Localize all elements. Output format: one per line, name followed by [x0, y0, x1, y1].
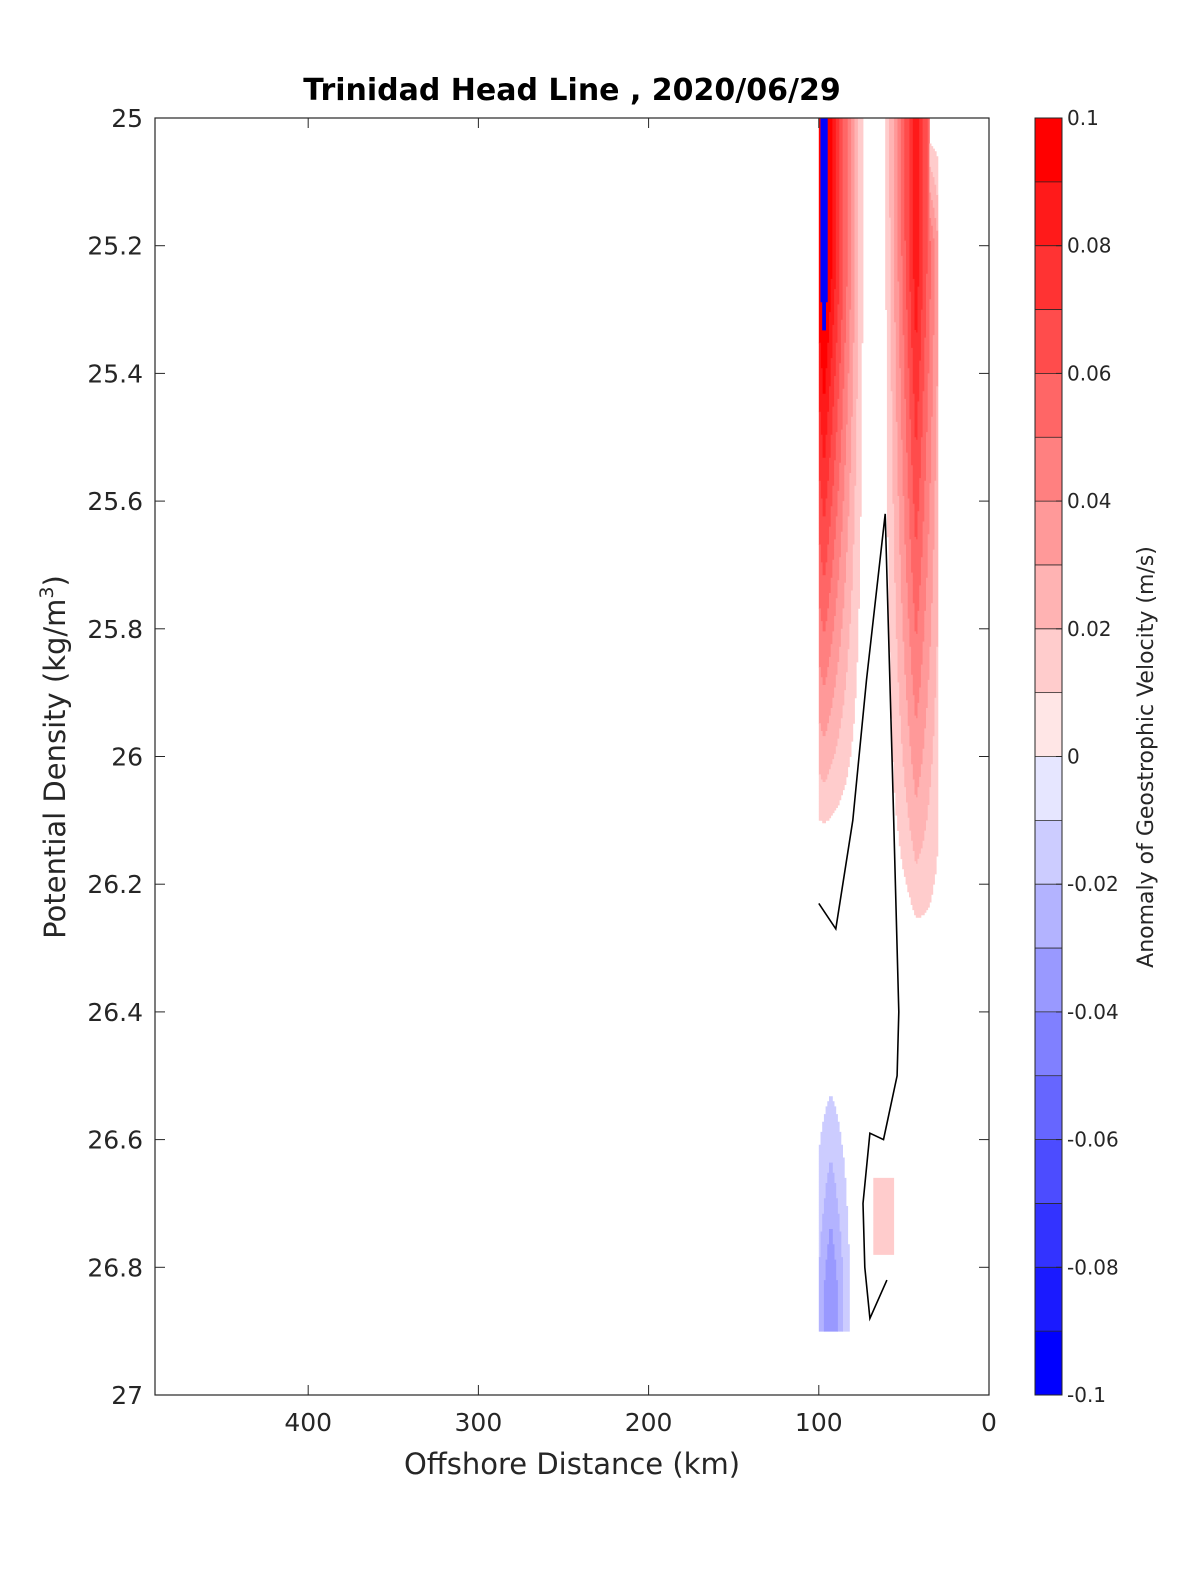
colorbar-segment	[1035, 309, 1062, 374]
colorbar-segment	[1035, 692, 1062, 757]
y-tick-label: 26.8	[87, 1253, 143, 1282]
colorbar-segment	[1035, 181, 1062, 247]
colorbar-segment	[1035, 1203, 1062, 1268]
x-tick-label: 400	[284, 1408, 332, 1437]
y-tick-label: 25.8	[87, 615, 143, 644]
colorbar-tick-label: 0.08	[1067, 234, 1112, 258]
colorbar-segment	[1035, 564, 1062, 630]
contour-band	[818, 118, 939, 865]
colorbar-tick-label: 0.04	[1067, 489, 1112, 513]
y-tick-label: 26	[111, 743, 143, 772]
colorbar-tick-label: 0.06	[1067, 361, 1112, 385]
x-tick-label: 200	[625, 1408, 673, 1437]
x-axis-label: Offshore Distance (km)	[404, 1447, 740, 1481]
y-axis-label-close: )	[38, 575, 72, 586]
plot-area	[155, 118, 989, 1395]
y-tick-label: 25.4	[87, 359, 143, 388]
x-axis-ticks: 400 300 200 100 0	[284, 118, 997, 1437]
colorbar-tick-label: -0.08	[1067, 1255, 1119, 1279]
y-tick-label: 26.6	[87, 1126, 143, 1155]
colorbar-tick-label: 0.02	[1067, 617, 1112, 641]
colorbar-segment	[1035, 245, 1062, 311]
colorbar-segment	[1035, 118, 1062, 183]
contour-band	[818, 118, 929, 576]
y-axis-label: Potential Density (kg/m3)	[36, 575, 72, 939]
colorbar-tick-label: -0.1	[1067, 1383, 1106, 1407]
chart-title: Trinidad Head Line , 2020/06/29	[303, 73, 840, 108]
colorbar-segment	[1035, 437, 1062, 502]
x-tick-label: 0	[981, 1408, 997, 1437]
colorbar-tick-label: 0	[1067, 745, 1080, 769]
y-tick-label: 27	[111, 1381, 143, 1410]
colorbar-segment	[1035, 756, 1062, 821]
colorbar-label: Anomaly of Geostrophic Velocity (m/s)	[1134, 546, 1159, 968]
colorbar-segment	[1035, 628, 1062, 694]
colorbar-segment	[1035, 1011, 1062, 1077]
y-axis-label-main: Potential Density (kg/m	[38, 599, 72, 939]
y-axis-ticks: 25 25.2 25.4 25.6 25.8 26 26.2 26.4 26.6 26.8 27	[87, 104, 989, 1410]
colorbar-segment	[1035, 1267, 1062, 1332]
colorbar-segment	[1035, 1331, 1062, 1396]
y-tick-label: 26.2	[87, 870, 143, 899]
colorbar-segment	[1035, 820, 1062, 885]
contour-band	[820, 118, 828, 331]
y-tick-label: 26.4	[87, 998, 143, 1027]
y-tick-label: 25.2	[87, 232, 143, 261]
colorbar-segment	[1035, 373, 1062, 438]
contour-band	[818, 118, 939, 798]
contour-band	[818, 1096, 850, 1332]
colorbar-segment	[1035, 884, 1062, 949]
x-tick-label: 100	[795, 1408, 843, 1437]
contour-band	[818, 1162, 843, 1332]
colorbar-segment	[1035, 948, 1062, 1013]
colorbar-segment	[1035, 501, 1062, 566]
y-axis-label-superscript: 3	[36, 586, 58, 598]
colorbar-tick-label: -0.06	[1067, 1128, 1119, 1152]
contour-band	[818, 118, 932, 635]
colorbar-tick-label: 0.1	[1067, 106, 1099, 130]
colorbar-tick-label: -0.04	[1067, 1000, 1119, 1024]
y-tick-label: 25	[111, 104, 143, 133]
colorbar-ticks: 0.1 0.08 0.06 0.04 0.02 0 -0.02 -0.04 -0.06 -0.08…	[1056, 106, 1119, 1407]
x-tick-label: 300	[455, 1408, 503, 1437]
colorbar-tick-label: -0.02	[1067, 872, 1119, 896]
contour-fills	[818, 118, 939, 1332]
colorbar-segment	[1035, 1139, 1062, 1204]
y-tick-label: 25.6	[87, 487, 143, 516]
contour-band	[823, 1229, 838, 1332]
colorbar-segment	[1035, 1075, 1062, 1141]
zero-contour-line	[818, 513, 900, 1322]
colorbar	[1035, 118, 1062, 1396]
